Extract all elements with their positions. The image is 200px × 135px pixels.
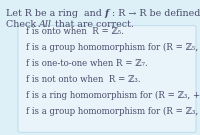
Text: Check: Check	[6, 20, 39, 29]
Text: f is not onto when  R = ℤ₃.: f is not onto when R = ℤ₃.	[26, 75, 141, 84]
Text: f is onto when  R = ℤ₅.: f is onto when R = ℤ₅.	[26, 27, 124, 36]
Text: f is a group homomorphism for (R = ℤ₃, +).: f is a group homomorphism for (R = ℤ₃, +…	[26, 107, 200, 116]
Text: All: All	[39, 20, 52, 29]
Text: that are correct.: that are correct.	[52, 20, 134, 29]
FancyBboxPatch shape	[18, 26, 196, 132]
Text: : R → R be defined by: : R → R be defined by	[109, 9, 200, 18]
Text: f is one-to-one when R = ℤ₇.: f is one-to-one when R = ℤ₇.	[26, 59, 148, 68]
Text: f is a ring homomorphism for (R = ℤ₃, +, ⋅).: f is a ring homomorphism for (R = ℤ₃, +,…	[26, 91, 200, 100]
Text: Let R be a ring  and: Let R be a ring and	[6, 9, 105, 18]
Text: f: f	[105, 9, 109, 18]
Text: f is a group homomorphism for (R = ℤ₅, +).: f is a group homomorphism for (R = ℤ₅, +…	[26, 43, 200, 52]
